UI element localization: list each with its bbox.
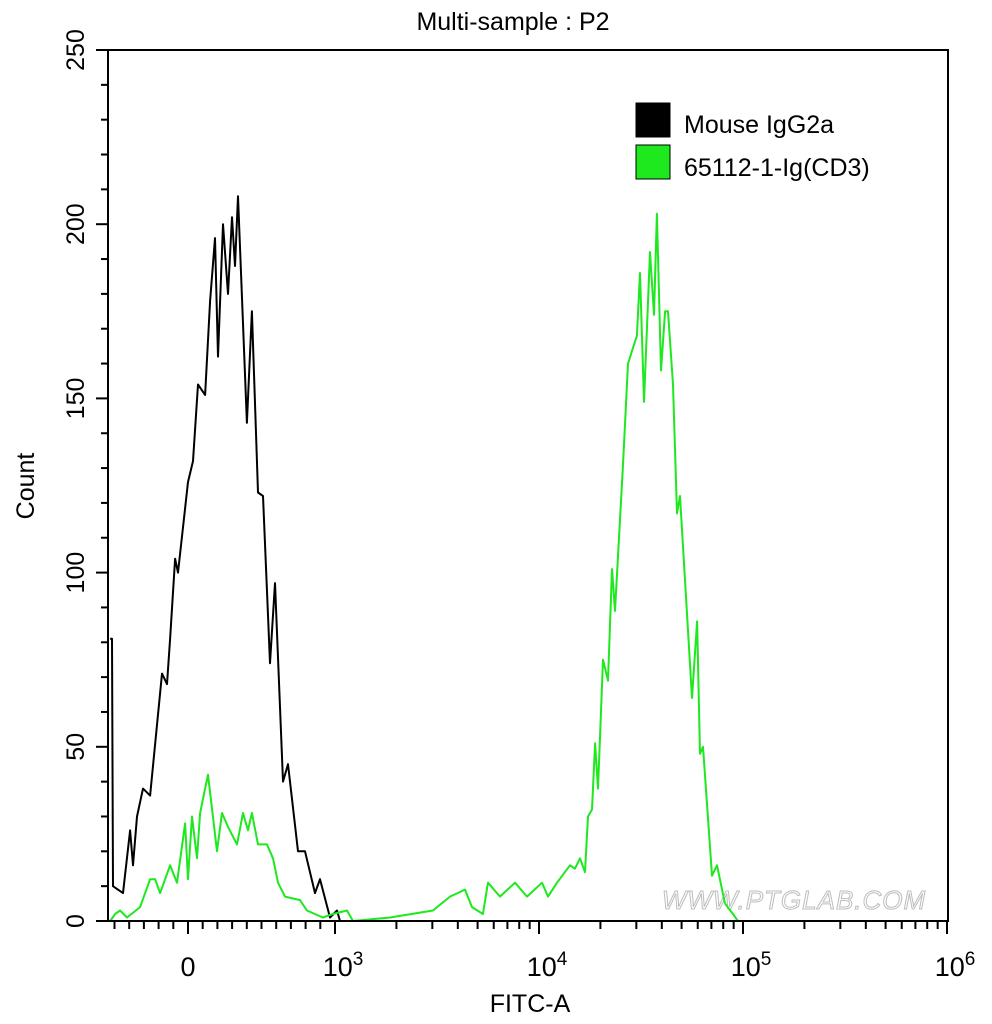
chart-title: Multi-sample : P2 xyxy=(416,8,609,36)
series-line-cd3 xyxy=(109,212,947,922)
legend-label-cd3: 65112-1-Ig(CD3) xyxy=(684,154,870,182)
x-tick-label: 103 xyxy=(323,949,364,982)
y-tick-label: 100 xyxy=(62,552,90,594)
x-tick-exponent: 3 xyxy=(353,949,364,970)
series-line-mouse-igg2a xyxy=(110,195,947,922)
y-tick-label: 50 xyxy=(62,733,90,761)
y-axis-label: Count xyxy=(12,453,40,520)
y-tick-label: 250 xyxy=(62,29,90,71)
x-tick-exponent: 5 xyxy=(761,949,772,970)
x-tick-exponent: 4 xyxy=(557,949,568,970)
legend-swatch-mouse-igg2a xyxy=(635,102,671,138)
axis-ticks xyxy=(96,49,948,934)
y-tick-label: 0 xyxy=(62,914,90,928)
x-axis-label: FITC-A xyxy=(490,990,571,1018)
plot-frame xyxy=(107,49,949,922)
y-tick-labels: 0 50 100 150 200 250 xyxy=(62,29,90,928)
legend-swatch-cd3 xyxy=(635,144,671,180)
watermark: WWW.PTGLAB.COM xyxy=(662,885,926,915)
y-tick-label: 200 xyxy=(62,203,90,245)
legend-label-mouse-igg2a: Mouse IgG2a xyxy=(684,111,834,139)
series-lines xyxy=(109,195,947,922)
x-tick-label: 104 xyxy=(527,949,568,982)
x-tick-label: 106 xyxy=(935,949,976,982)
legend: Mouse IgG2a 65112-1-Ig(CD3) xyxy=(635,102,870,182)
x-tick-label: 105 xyxy=(731,949,772,982)
x-tick-labels: 0 103 104 105 106 xyxy=(180,949,975,982)
x-tick-label: 0 xyxy=(180,952,195,982)
y-tick-label: 150 xyxy=(62,378,90,420)
x-tick-exponent: 6 xyxy=(965,949,976,970)
